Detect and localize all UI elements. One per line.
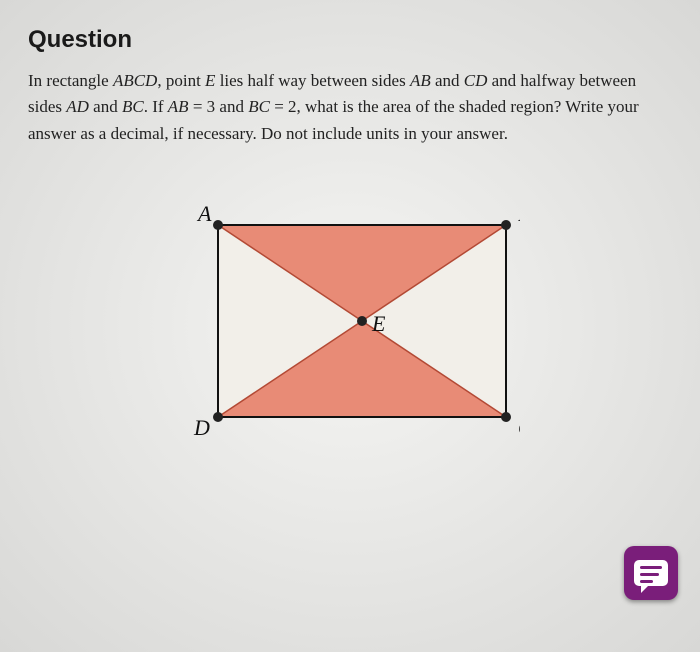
question-prompt: In rectangle ABCD, point E lies half way… bbox=[28, 68, 653, 147]
geometry-figure: A B C D E bbox=[180, 197, 520, 462]
vertex-point-d bbox=[213, 412, 223, 422]
math-ad: AD bbox=[66, 97, 89, 116]
prompt-text: lies half way between sides bbox=[215, 71, 410, 90]
vertex-label-c: C bbox=[518, 415, 520, 440]
math-bc2: BC bbox=[248, 97, 270, 116]
math-eq2: = 2 bbox=[270, 97, 297, 116]
prompt-text: . If bbox=[144, 97, 168, 116]
vertex-point-a bbox=[213, 220, 223, 230]
math-ab2: AB bbox=[168, 97, 189, 116]
vertex-point-c bbox=[501, 412, 511, 422]
prompt-text: and bbox=[431, 71, 464, 90]
chat-icon bbox=[634, 560, 668, 586]
prompt-text: In rectangle bbox=[28, 71, 113, 90]
vertex-point-b bbox=[501, 220, 511, 230]
math-e: E bbox=[205, 71, 215, 90]
math-eq1: = 3 bbox=[189, 97, 216, 116]
vertex-label-e: E bbox=[371, 311, 386, 336]
vertex-label-b: B bbox=[518, 201, 520, 226]
math-cd: CD bbox=[464, 71, 488, 90]
prompt-text: , point bbox=[157, 71, 205, 90]
prompt-text: and bbox=[215, 97, 248, 116]
vertex-label-d: D bbox=[193, 415, 210, 440]
question-heading: Question bbox=[28, 26, 672, 54]
math-ab: AB bbox=[410, 71, 431, 90]
math-abcd: ABCD bbox=[113, 71, 157, 90]
chat-button[interactable] bbox=[624, 546, 678, 600]
vertex-point-e bbox=[357, 316, 367, 326]
geometry-svg: A B C D E bbox=[180, 197, 520, 457]
prompt-text: and bbox=[89, 97, 122, 116]
vertex-label-a: A bbox=[196, 201, 212, 226]
math-bc: BC bbox=[122, 97, 144, 116]
question-page: Question In rectangle ABCD, point E lies… bbox=[0, 0, 700, 652]
figure-container: A B C D E bbox=[28, 197, 672, 462]
